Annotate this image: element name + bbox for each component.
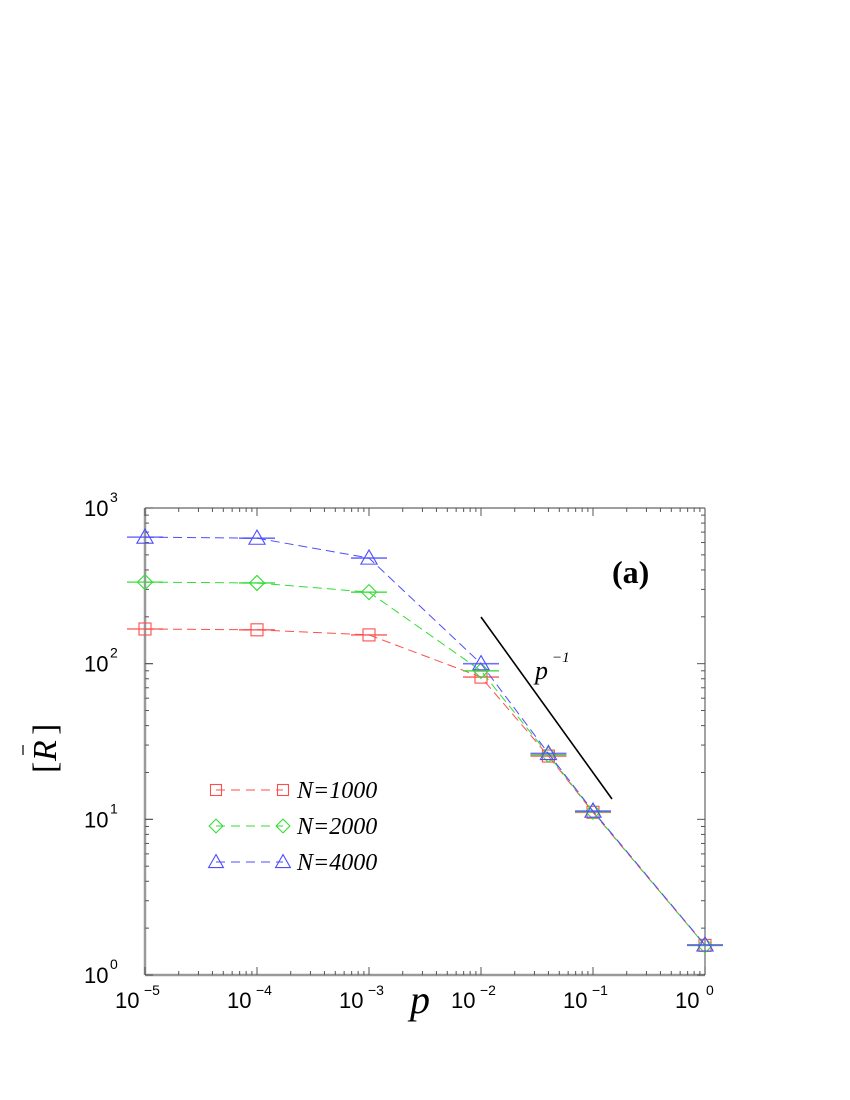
panel-label: (a) bbox=[612, 554, 649, 590]
svg-text:10: 10 bbox=[227, 988, 251, 1013]
svg-text:2: 2 bbox=[110, 645, 118, 661]
data-point bbox=[540, 746, 557, 764]
x-axis-ticks: 10 −5 10 −4 10 −3 10 −2 10 −1 10 0 bbox=[115, 508, 714, 1013]
svg-text:10: 10 bbox=[339, 988, 363, 1013]
y-tick-label: 10 0 bbox=[84, 956, 118, 988]
x-axis-label: p bbox=[407, 977, 430, 1022]
legend-label: N=1000 bbox=[296, 778, 377, 804]
data-point bbox=[247, 528, 267, 545]
svg-text:0: 0 bbox=[110, 956, 118, 972]
svg-text:−4: −4 bbox=[256, 982, 272, 998]
series-n-4000 bbox=[127, 527, 723, 952]
series-n-1000 bbox=[127, 622, 723, 952]
legend-label: N=4000 bbox=[296, 850, 377, 876]
data-point bbox=[695, 935, 715, 952]
svg-text:−1: −1 bbox=[552, 650, 570, 666]
svg-text:10: 10 bbox=[84, 652, 108, 677]
svg-text:10: 10 bbox=[563, 988, 587, 1013]
data-point bbox=[135, 527, 155, 544]
legend-label: N=2000 bbox=[296, 814, 377, 840]
data-point bbox=[250, 623, 264, 637]
svg-text:−1: −1 bbox=[592, 982, 608, 998]
data-point bbox=[136, 573, 154, 591]
svg-text:10: 10 bbox=[451, 988, 475, 1013]
data-point bbox=[472, 662, 490, 680]
svg-text:10: 10 bbox=[84, 963, 108, 988]
svg-text:−3: −3 bbox=[368, 982, 384, 998]
svg-text:3: 3 bbox=[110, 489, 118, 505]
x-tick-label: 10 −5 bbox=[115, 982, 160, 1013]
data-point bbox=[138, 622, 152, 636]
reference-line bbox=[480, 616, 613, 800]
y-tick-label: 10 2 bbox=[84, 645, 118, 677]
x-tick-label: 10 −2 bbox=[451, 982, 496, 1013]
y-tick-label: 10 1 bbox=[84, 800, 118, 832]
svg-text:p: p bbox=[533, 656, 548, 685]
data-point bbox=[359, 548, 379, 565]
legend: N=1000 N=2000 N=4000 bbox=[207, 778, 377, 876]
legend-item: N=1000 bbox=[209, 778, 377, 804]
data-point bbox=[583, 801, 603, 818]
svg-text:−2: −2 bbox=[480, 982, 496, 998]
legend-item: N=4000 bbox=[207, 850, 377, 876]
svg-text:10: 10 bbox=[84, 496, 108, 521]
svg-text:10: 10 bbox=[675, 988, 699, 1013]
svg-text:10: 10 bbox=[115, 988, 139, 1013]
svg-text:−5: −5 bbox=[144, 982, 160, 998]
reference-label: p −1 bbox=[533, 650, 570, 685]
svg-text:]: ] bbox=[27, 724, 64, 735]
svg-text:10: 10 bbox=[84, 807, 108, 832]
y-tick-label: 10 3 bbox=[84, 489, 118, 521]
data-point bbox=[360, 583, 378, 601]
x-tick-label: 10 −3 bbox=[339, 982, 384, 1013]
data-point bbox=[248, 574, 266, 592]
data-point bbox=[471, 654, 491, 671]
legend-item: N=2000 bbox=[208, 814, 377, 840]
series-n-2000 bbox=[127, 573, 723, 954]
x-tick-label: 10 0 bbox=[675, 982, 714, 1013]
svg-text:[: [ bbox=[27, 762, 64, 773]
x-tick-label: 10 −1 bbox=[563, 982, 608, 1013]
data-point bbox=[584, 803, 602, 820]
svg-text:1: 1 bbox=[110, 800, 118, 816]
series-layer bbox=[127, 527, 723, 954]
y-axis-label: [ R ] bbox=[22, 724, 64, 773]
data-point bbox=[539, 744, 558, 761]
data-point bbox=[362, 628, 376, 642]
svg-text:R: R bbox=[27, 740, 64, 762]
svg-text:0: 0 bbox=[706, 982, 714, 998]
data-point bbox=[696, 937, 714, 954]
x-tick-label: 10 −4 bbox=[227, 982, 272, 1013]
plot-frame bbox=[143, 507, 706, 977]
